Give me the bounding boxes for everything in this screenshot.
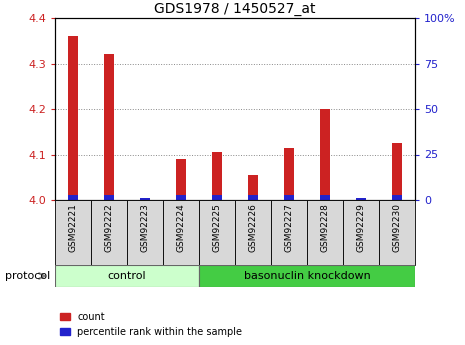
Text: GSM92226: GSM92226 [248, 203, 258, 252]
Bar [392, 143, 402, 200]
Bar [199, 265, 415, 287]
Text: protocol: protocol [5, 271, 50, 281]
Text: control: control [108, 271, 146, 281]
Bar [176, 195, 186, 200]
Text: GSM92221: GSM92221 [68, 203, 78, 252]
Text: GSM92228: GSM92228 [320, 203, 330, 252]
Bar [55, 265, 199, 287]
Bar [271, 200, 307, 265]
Bar [67, 36, 79, 200]
Bar [356, 198, 366, 200]
Text: GSM92230: GSM92230 [392, 203, 401, 252]
Bar [212, 195, 222, 200]
Text: GSM92222: GSM92222 [105, 203, 113, 252]
Bar [307, 200, 343, 265]
Bar [235, 200, 271, 265]
Bar [55, 200, 91, 265]
Bar [127, 200, 163, 265]
Text: GSM92224: GSM92224 [177, 203, 186, 252]
Bar [104, 195, 114, 200]
Text: basonuclin knockdown: basonuclin knockdown [244, 271, 371, 281]
Text: GSM92225: GSM92225 [213, 203, 221, 252]
Bar [284, 195, 294, 200]
Bar [379, 200, 415, 265]
Bar [176, 159, 186, 200]
Bar [212, 152, 222, 200]
Bar [319, 109, 331, 200]
Bar [343, 200, 379, 265]
Bar [91, 200, 127, 265]
Text: GSM92227: GSM92227 [285, 203, 293, 252]
Bar [199, 200, 235, 265]
Bar [247, 175, 259, 200]
Bar [247, 195, 259, 200]
Bar [67, 195, 79, 200]
Bar [284, 148, 294, 200]
Title: GDS1978 / 1450527_at: GDS1978 / 1450527_at [154, 2, 316, 16]
Legend: count, percentile rank within the sample: count, percentile rank within the sample [60, 312, 242, 337]
Bar [319, 195, 331, 200]
Bar [392, 195, 402, 200]
Text: GSM92229: GSM92229 [357, 203, 365, 252]
Text: GSM92223: GSM92223 [140, 203, 150, 252]
Bar [140, 198, 150, 200]
Bar [163, 200, 199, 265]
Bar [104, 55, 114, 200]
